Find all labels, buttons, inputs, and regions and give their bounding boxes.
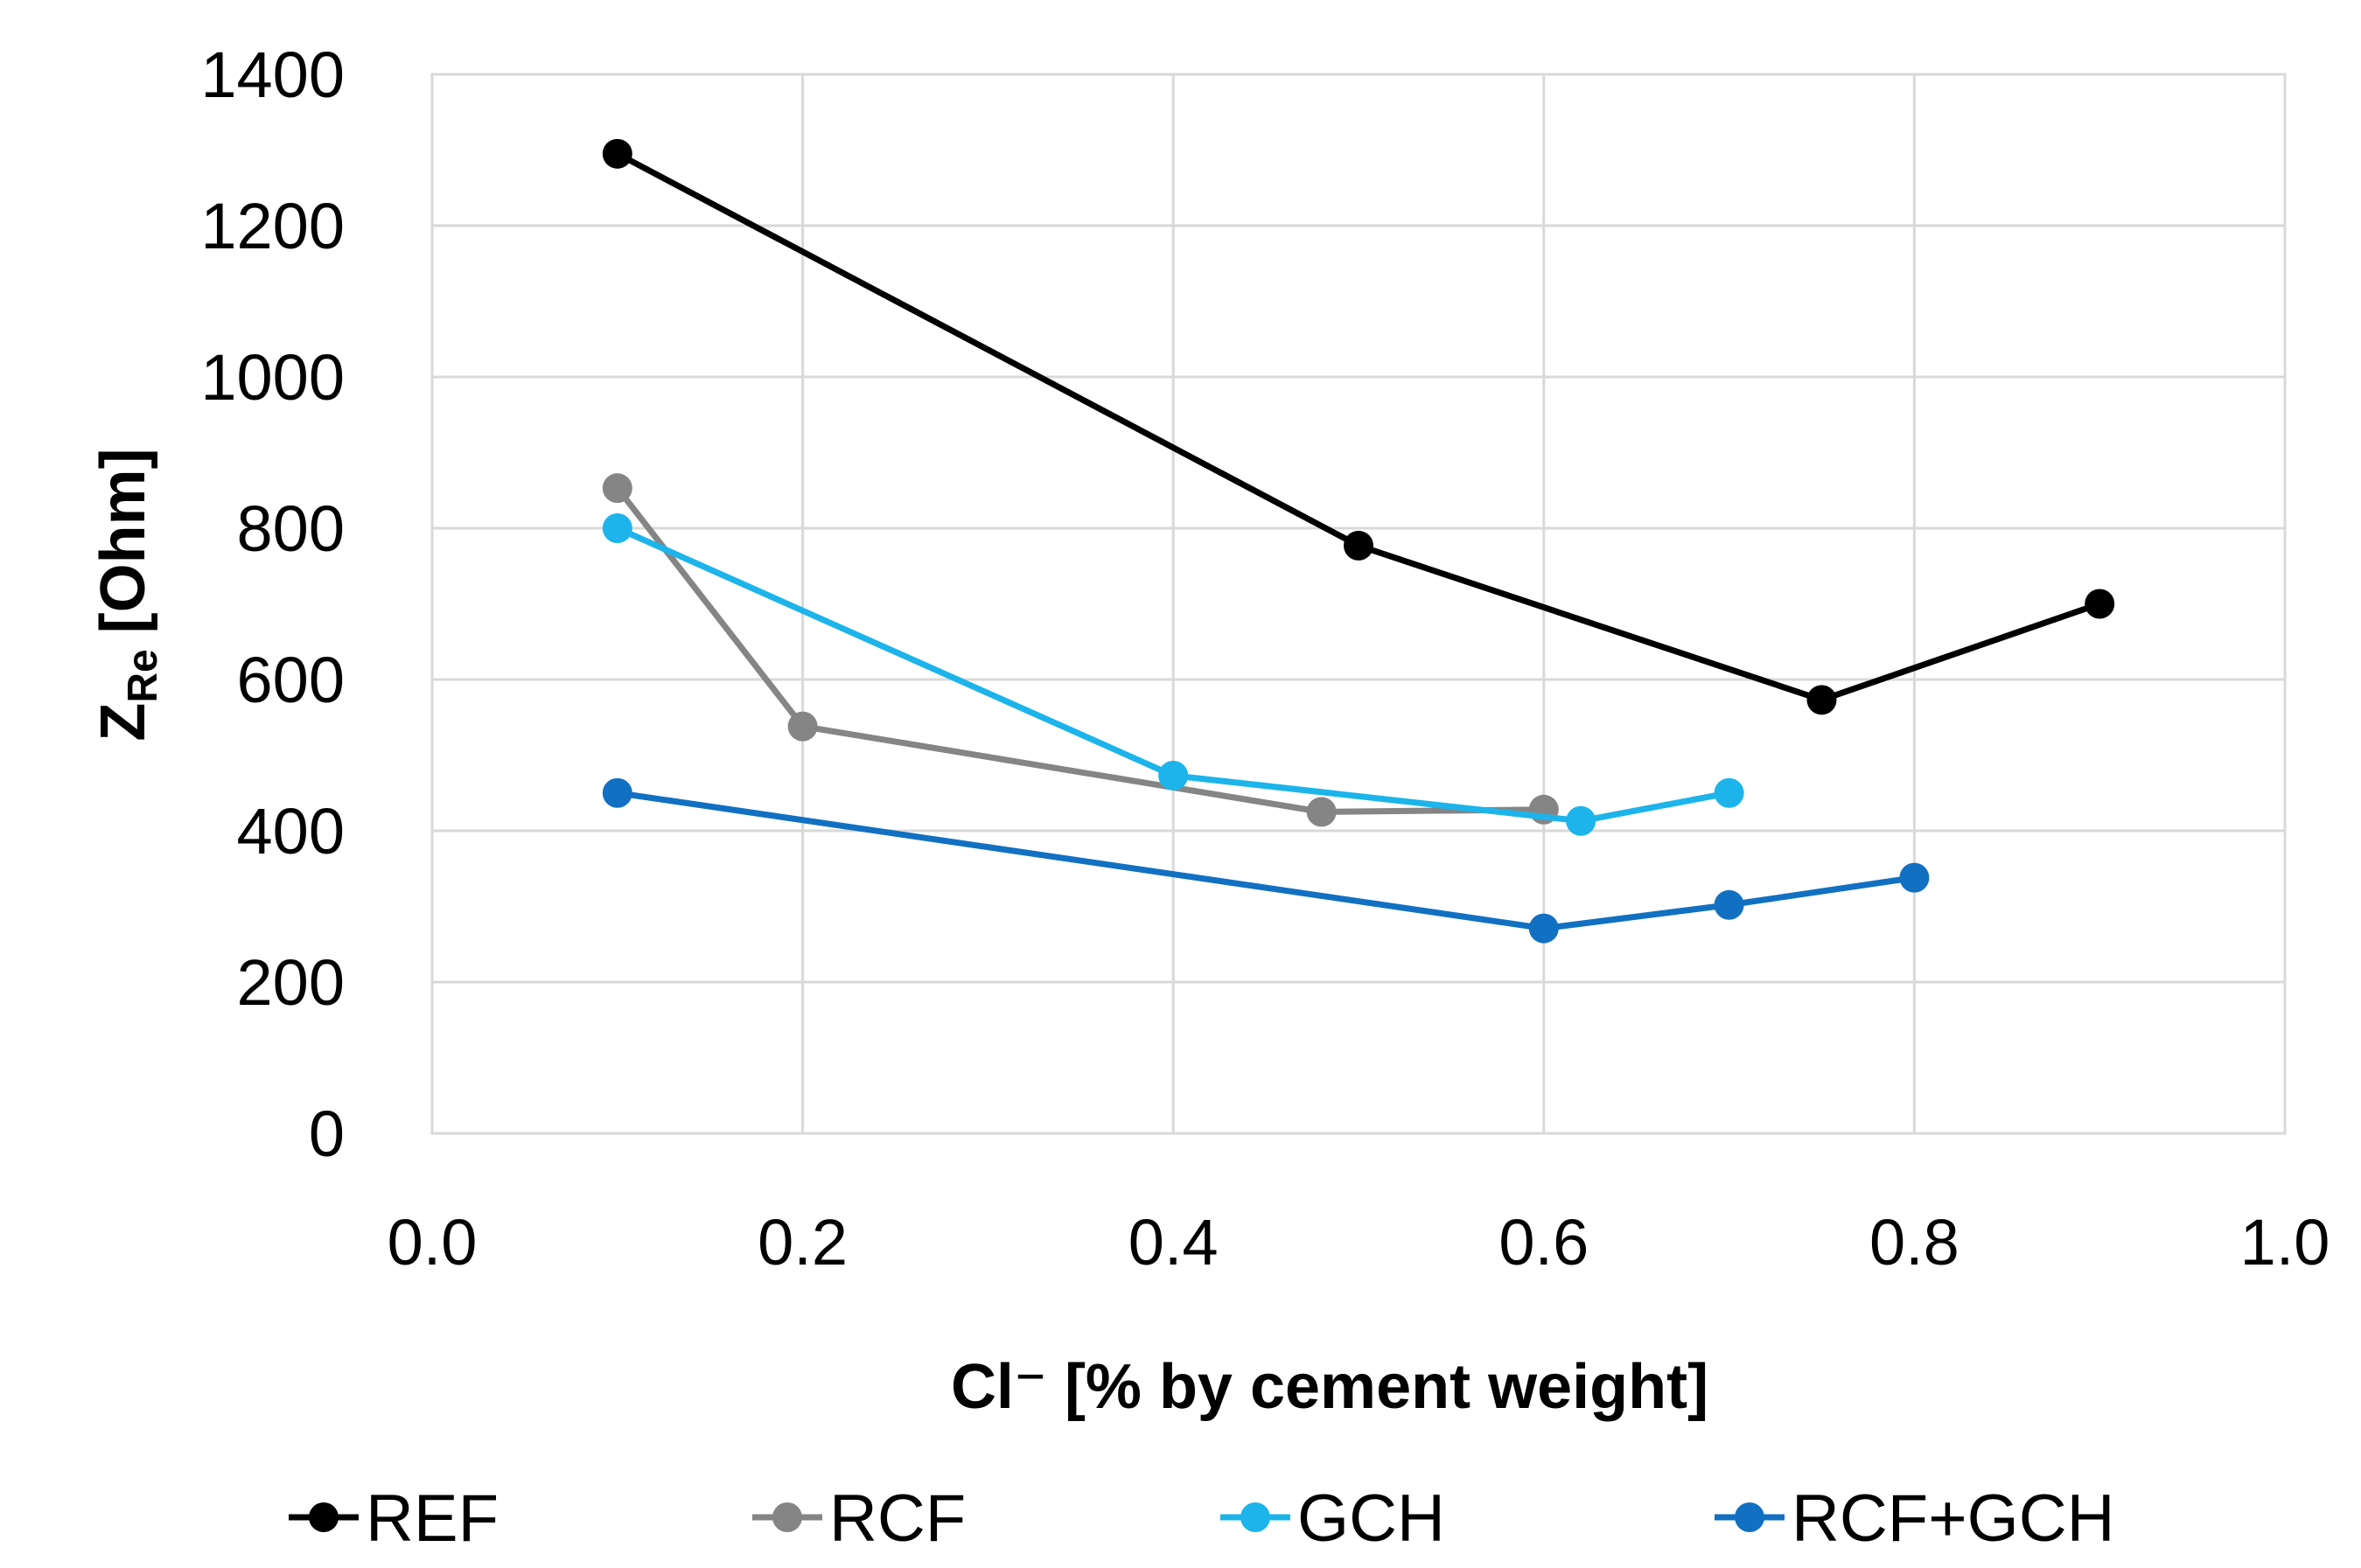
y-axis-title-symbol: Z — [88, 703, 158, 742]
x-tick-label: 0.8 — [1869, 1206, 1959, 1279]
legend-swatch-marker-gch — [1240, 1502, 1270, 1532]
y-tick-label: 600 — [237, 644, 345, 716]
x-axis-title: Cl⁻ [% by cement weight] — [951, 1352, 1708, 1422]
data-point-rcf-gch — [1528, 913, 1559, 944]
legend-label-ref: REF — [366, 1481, 499, 1556]
y-tick-label: 1400 — [200, 38, 345, 111]
data-point-ref — [602, 138, 632, 169]
legend-swatch-marker-ref — [309, 1502, 339, 1532]
x-tick-label: 0.4 — [1128, 1206, 1219, 1279]
legend-label-gch: GCH — [1297, 1481, 1445, 1556]
x-tick-label: 0.2 — [758, 1206, 848, 1279]
y-axis-ticks: 0 200 400 600 800 1000 1200 1400 — [200, 38, 345, 1170]
data-point-rcf — [602, 473, 632, 504]
data-point-rcf — [1306, 797, 1337, 827]
legend-label-rcf-gch: RCF+GCH — [1792, 1481, 2114, 1556]
data-point-rcf — [787, 711, 818, 742]
data-point-rcf-gch — [602, 777, 632, 808]
y-axis-title-unit: [Ohm] — [88, 448, 158, 633]
series-line-rcf — [614, 484, 1547, 815]
y-axis-title-subscript: Re — [120, 649, 166, 702]
data-point-gch — [602, 513, 632, 543]
y-tick-label: 0 — [309, 1098, 345, 1170]
y-tick-label: 1000 — [200, 341, 345, 414]
x-tick-label: 0.6 — [1498, 1206, 1589, 1279]
y-tick-label: 1200 — [200, 190, 345, 262]
data-point-rcf-gch — [1714, 889, 1744, 920]
data-point-gch — [1158, 760, 1189, 791]
data-point-rcf-gch — [1899, 862, 1930, 893]
y-axis-title: ZRe [Ohm] — [88, 448, 166, 741]
data-point-gch — [1566, 805, 1596, 836]
y-tick-label: 400 — [237, 795, 345, 868]
x-axis-ticks: 0.0 0.2 0.4 0.6 0.8 1.0 — [388, 1206, 2330, 1279]
x-tick-label: 1.0 — [2240, 1206, 2330, 1279]
series-line-rcf-gch — [614, 790, 1917, 932]
data-point-gch — [1714, 777, 1744, 808]
svg-text:ZRe[Ohm]: ZRe [Ohm] — [88, 448, 166, 741]
data-point-ref — [2085, 589, 2115, 619]
plot-area-border — [430, 73, 2287, 1135]
legend-swatch-marker-rcf-gch — [1735, 1502, 1764, 1532]
x-tick-label: 0.0 — [388, 1206, 478, 1279]
legend-swatch-marker-rcf — [772, 1502, 802, 1532]
series-line-gch — [614, 525, 1733, 825]
data-point-ref — [1806, 685, 1837, 715]
series-line-ref — [614, 150, 2103, 703]
y-tick-label: 200 — [237, 946, 345, 1019]
series-group — [602, 138, 2115, 944]
legend: REF RCF GCH RCF+GCH — [289, 1481, 2114, 1556]
legend-label-rcf: RCF — [829, 1481, 966, 1556]
y-tick-label: 800 — [237, 492, 345, 565]
data-point-ref — [1344, 530, 1373, 561]
